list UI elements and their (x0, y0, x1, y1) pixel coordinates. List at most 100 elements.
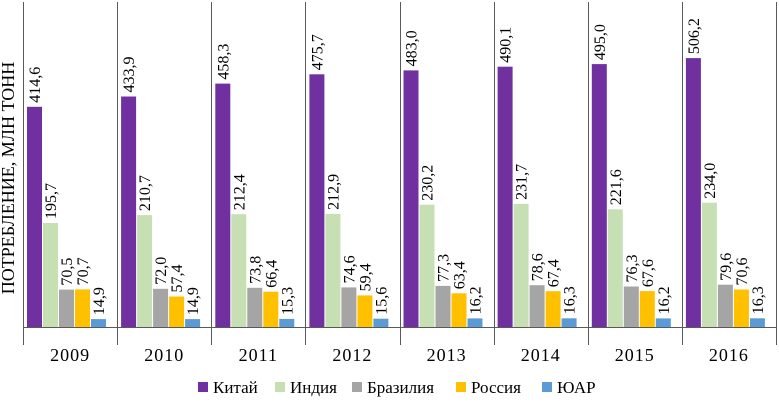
bar-Россия-2011 (263, 291, 279, 327)
value-label: 67,6 (640, 259, 657, 287)
value-label: 70,5 (59, 258, 76, 286)
legend-label: Бразилия (367, 378, 434, 397)
value-label: 221,6 (608, 169, 625, 205)
bar-Китай-2011 (215, 83, 231, 327)
bar-Индия-2011 (231, 214, 247, 327)
value-label: 16,3 (562, 286, 579, 314)
bar-Индия-2015 (607, 209, 623, 327)
bar-Бразилия-2010 (153, 288, 169, 327)
legend-swatch (198, 382, 208, 392)
legend-item-ЮАР: ЮАР (542, 378, 596, 397)
bar-Индия-2009 (43, 223, 58, 327)
value-label: 16,3 (750, 286, 767, 314)
value-label: 230,2 (420, 165, 437, 201)
legend: Китай Индия Бразилия Россия ЮАР (198, 378, 596, 397)
legend-item-Китай: Китай (198, 378, 258, 397)
legend-swatch (542, 382, 552, 392)
bar-Бразилия-2015 (623, 286, 639, 327)
bar-Китай-2010 (121, 96, 137, 327)
value-label: 76,3 (624, 255, 641, 283)
legend-label: Китай (213, 378, 258, 397)
value-label: 72,0 (153, 257, 170, 285)
bar-Китай-2013 (403, 70, 419, 328)
bar-Индия-2013 (419, 204, 435, 327)
plot-area: 414,6 195,7 70,5 70,7 14,9 2009 433,9 210,7 72,0… (23, 2, 777, 365)
bar-ЮАР-2014 (561, 318, 577, 327)
bar-Индия-2012 (325, 213, 341, 327)
bar-Бразилия-2016 (717, 284, 733, 327)
bar-ЮАР-2016 (749, 318, 765, 327)
value-label: 73,8 (247, 256, 264, 284)
bar-ЮАР-2013 (467, 318, 483, 327)
bar-Россия-2013 (451, 293, 467, 327)
bar-Россия-2014 (545, 291, 561, 327)
legend-swatch (275, 382, 285, 392)
bar-Россия-2012 (357, 295, 373, 327)
value-label: 490,1 (498, 27, 515, 63)
value-label: 495,0 (592, 24, 609, 60)
value-label: 70,7 (75, 257, 92, 285)
category-label-2016: 2016 (709, 345, 749, 365)
category-label-2010: 2010 (144, 345, 184, 365)
value-label: 63,4 (452, 261, 469, 289)
bar-Россия-2010 (169, 296, 185, 327)
value-label: 15,6 (373, 287, 390, 315)
value-label: 70,6 (734, 258, 751, 286)
value-label: 16,2 (656, 286, 673, 314)
category-label-2014: 2014 (521, 345, 561, 365)
bar-ЮАР-2010 (185, 319, 201, 327)
bar-Бразилия-2011 (247, 287, 263, 327)
value-label: 212,9 (325, 174, 342, 210)
value-label: 234,0 (702, 163, 719, 199)
category-label-2015: 2015 (615, 345, 655, 365)
bar-ЮАР-2012 (373, 318, 389, 327)
bar-Индия-2010 (137, 215, 153, 327)
bar-ЮАР-2015 (655, 318, 671, 327)
bar-Бразилия-2013 (435, 285, 451, 327)
value-label: 414,6 (27, 67, 44, 103)
category-label-2011: 2011 (239, 345, 278, 365)
legend-label: Индия (290, 378, 337, 397)
value-label: 15,3 (279, 287, 296, 315)
value-label: 483,0 (404, 30, 421, 66)
value-label: 16,2 (468, 286, 485, 314)
value-label: 79,6 (718, 253, 735, 281)
value-label: 458,3 (215, 44, 232, 80)
bar-Бразилия-2012 (341, 287, 357, 327)
value-label: 210,7 (137, 175, 154, 211)
value-label: 475,7 (309, 34, 326, 70)
value-label: 14,9 (185, 287, 202, 315)
value-label: 74,6 (341, 255, 358, 283)
bar-Китай-2015 (591, 64, 607, 327)
bar-Китай-2016 (685, 58, 701, 327)
y-axis-label: ПОТРЕБЛЕНИЕ, МЛН ТОНН (0, 62, 18, 295)
value-label: 231,7 (514, 164, 531, 200)
bar-ЮАР-2009 (91, 319, 106, 327)
value-label: 59,4 (357, 263, 374, 291)
legend-swatch (352, 382, 362, 392)
category-label-2009: 2009 (50, 345, 90, 365)
legend-label: Россия (471, 378, 521, 397)
bar-Россия-2015 (639, 291, 655, 327)
bar-ЮАР-2011 (279, 318, 295, 327)
bar-Индия-2016 (701, 202, 717, 327)
legend-item-Индия: Индия (275, 378, 337, 397)
value-label: 77,3 (436, 254, 453, 282)
value-label: 433,9 (121, 57, 138, 93)
value-label: 195,7 (43, 183, 60, 219)
value-label: 67,4 (546, 259, 563, 287)
bar-Китай-2012 (309, 74, 325, 327)
legend-label: ЮАР (557, 378, 596, 397)
legend-item-Бразилия: Бразилия (352, 378, 434, 397)
bar-Россия-2016 (733, 289, 749, 327)
bar-Бразилия-2014 (529, 285, 545, 327)
bar-Россия-2009 (75, 289, 90, 327)
category-label-2013: 2013 (427, 345, 467, 365)
value-label: 14,9 (91, 287, 108, 315)
bar-Индия-2014 (513, 203, 529, 327)
bar-Китай-2014 (497, 66, 513, 327)
legend-item-Россия: Россия (456, 378, 521, 397)
bar-Бразилия-2009 (59, 289, 74, 327)
value-label: 506,2 (686, 18, 703, 54)
